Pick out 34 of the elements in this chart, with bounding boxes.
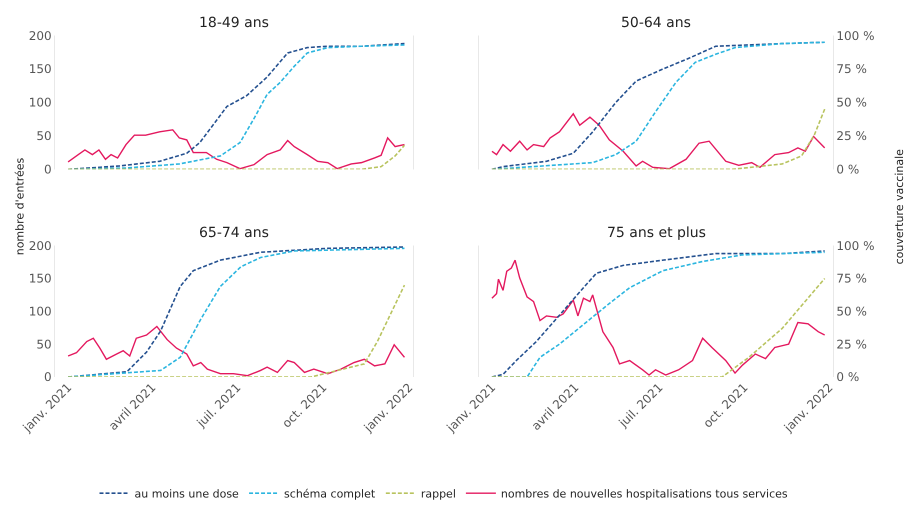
line-series [491,278,826,377]
y-tick-label: 100 [28,304,52,319]
y-tick-label: 150 [28,272,52,286]
y-tick-label: 0 [44,370,52,384]
legend-label: rappel [420,487,456,500]
line-series [491,41,826,170]
chart-title: 18-49 ans [199,15,269,31]
y-tick-label: 200 [28,238,52,253]
y2-axis-title: couverture vaccinale [892,148,906,264]
y2-tick-label: 75 % [836,62,867,76]
line-series [67,326,406,376]
y-axis-title: nombre d'entrées [14,157,27,256]
y2-tick-label: 25 % [836,129,867,144]
legend-label: au moins une dose [134,487,240,500]
chart-title: 75 ans et plus [607,225,706,241]
y-tick-label: 100 [28,96,52,110]
y2-tick-label: 0 % [836,162,860,177]
legend-label: nombres de nouvelles hospitalisations tous services [500,487,788,500]
y2-tick-label: 75 % [836,272,867,286]
y2-tick-label: 25 % [836,337,867,352]
y2-tick-label: 50 % [836,304,867,319]
chart-title: 65-74 ans [199,225,269,241]
line-series [67,129,406,170]
y-tick-label: 50 [36,337,52,352]
y2-tick-label: 100 % [836,28,875,43]
y-tick-label: 0 [44,162,52,177]
y-tick-label: 200 [28,28,52,43]
y-tick-label: 50 [36,129,52,144]
y2-tick-label: 100 % [836,238,875,253]
chart-title: 50-64 ans [621,15,691,31]
y2-tick-label: 50 % [836,96,867,110]
legend-label: schéma complet [284,487,376,500]
y-tick-label: 150 [28,62,52,76]
y2-tick-label: 0 % [836,370,860,384]
